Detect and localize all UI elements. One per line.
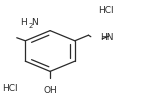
Text: OH: OH [43, 86, 57, 95]
Text: N: N [31, 18, 38, 27]
Text: 2: 2 [29, 23, 33, 28]
Text: HCl: HCl [98, 6, 114, 15]
Text: HN: HN [100, 33, 113, 42]
Text: H: H [20, 18, 27, 27]
Text: HCl: HCl [2, 84, 18, 93]
